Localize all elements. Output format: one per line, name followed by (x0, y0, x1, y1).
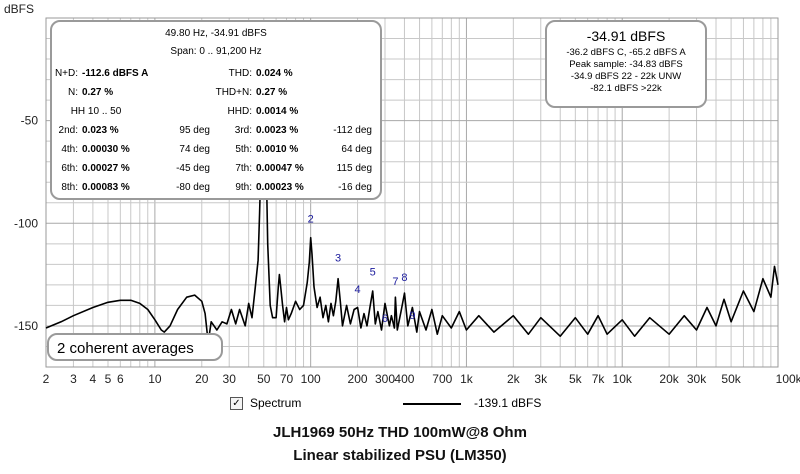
measurement-value: 0.27 % (82, 87, 114, 98)
x-tick-label: 2k (507, 372, 521, 386)
harmonic-label: 8 (401, 272, 407, 284)
harmonic-label: 2 (308, 213, 314, 225)
phase-value: -80 deg (176, 182, 210, 193)
x-tick-label: 6 (117, 372, 124, 386)
phase-value: 74 deg (179, 144, 210, 155)
measurement-label: 8th: (61, 182, 78, 193)
measurement-panel: 49.80 Hz, -34.91 dBFS Span: 0 .. 91,200 … (50, 20, 382, 200)
phase-value: 115 deg (336, 163, 372, 174)
harmonic-markers: 2 3 45 6 7 8 9 (308, 213, 416, 325)
legend-line-swatch (403, 403, 461, 405)
span-readout: Span: 0 .. 91,200 Hz (170, 46, 262, 57)
measurement-label: 7th: (235, 163, 252, 174)
x-axis: 2 3 4 5 6 10 20 30 50 70 100 200 300 400 700 1k 2k 3k 5k 7k… (43, 372, 800, 386)
x-tick-label: 70 (280, 372, 294, 386)
phase-value: 95 deg (179, 125, 210, 136)
caption-subtitle: Linear stabilized PSU (LM350) (293, 447, 507, 464)
harmonic-label: 4 (354, 284, 360, 296)
y-tick-label: -50 (21, 114, 39, 128)
harmonic-label: 6 (382, 313, 388, 325)
x-tick-label: 5k (569, 372, 583, 386)
x-tick-label: 30 (223, 372, 237, 386)
measurement-value: 0.00027 % (82, 163, 130, 174)
measurement-value: 0.00083 % (82, 182, 130, 193)
x-tick-label: 400 (394, 372, 414, 386)
x-tick-label: 30k (687, 372, 707, 386)
measurement-label: 3rd: (234, 125, 252, 136)
measurement-label: N+D: (54, 68, 78, 79)
unweighted-level: -34.9 dBFS 22 - 22k UNW (570, 71, 682, 82)
measurement-label: N: (68, 87, 78, 98)
x-tick-label: 20 (195, 372, 209, 386)
measurement-label: THD: (228, 68, 252, 79)
measurement-value: 0.0023 % (256, 125, 299, 136)
measurement-label: 6th: (61, 163, 78, 174)
x-tick-label: 200 (348, 372, 368, 386)
measurement-value: 0.00023 % (256, 182, 304, 193)
x-tick-label: 2 (43, 372, 50, 386)
x-tick-label: 50 (257, 372, 271, 386)
caption-title: JLH1969 50Hz THD 100mW@8 Ohm (273, 424, 527, 441)
plot-area-frame (45, 17, 779, 368)
weighted-levels: -36.2 dBFS C, -65.2 dBFS A (566, 47, 686, 58)
measurement-label: 9th: (235, 182, 252, 193)
measurement-value: 0.024 % (256, 68, 293, 79)
measurement-value: -112.6 dBFS A (82, 68, 149, 79)
harmonic-label: 9 (409, 310, 415, 322)
measurement-label: 2nd: (58, 125, 78, 136)
measurement-label: THD+N: (215, 87, 252, 98)
spectrum-series-line (45, 88, 779, 344)
harmonic-label: 7 (392, 276, 398, 288)
harmonic-label: 3 (335, 252, 341, 264)
above-22k-level: -82.1 dBFS >22k (590, 83, 662, 94)
x-tick-label: 10k (613, 372, 633, 386)
x-tick-label: 3 (70, 372, 77, 386)
phase-value: -112 deg (333, 125, 372, 136)
x-tick-label: 20k (659, 372, 679, 386)
peak-level-panel: -34.91 dBFS -36.2 dBFS C, -65.2 dBFS A P… (545, 20, 707, 108)
x-tick-label: 1k (460, 372, 474, 386)
x-tick-label: 700 (432, 372, 452, 386)
y-tick-label: -100 (14, 216, 38, 230)
peak-level-value: -34.91 dBFS (586, 28, 666, 44)
measurement-value: 0.00047 % (256, 163, 304, 174)
measurement-value: 0.27 % (256, 87, 288, 98)
measurement-value: 0.023 % (82, 125, 119, 136)
x-tick-label: 3k (534, 372, 548, 386)
y-axis: -50 -100 -150 (14, 114, 38, 333)
measurement-label: HH 10 .. 50 (70, 106, 122, 117)
measurement-value: 0.0014 % (256, 106, 299, 117)
measurement-label: 5th: (235, 144, 252, 155)
measurement-value: 0.00030 % (82, 144, 130, 155)
averages-badge: 2 coherent averages (47, 333, 223, 361)
measurement-value: 0.0010 % (256, 144, 299, 155)
spectrum-checkbox[interactable]: ✓ (230, 397, 243, 410)
phase-value: 64 deg (341, 144, 372, 155)
x-tick-label: 10 (148, 372, 162, 386)
measurement-label: HHD: (227, 106, 252, 117)
x-tick-label: 50k (721, 372, 741, 386)
harmonic-label: 5 (370, 267, 376, 279)
x-tick-label: 7k (592, 372, 606, 386)
legend-reading: -139.1 dBFS (474, 396, 542, 410)
x-tick-label: 300 (375, 372, 395, 386)
y-tick-label: -150 (14, 319, 38, 333)
x-tick-label: 4 (90, 372, 97, 386)
y-axis-label: dBFS (4, 2, 34, 16)
x-tick-label: 100 (301, 372, 321, 386)
phase-value: -16 deg (338, 182, 372, 193)
phase-value: -45 deg (176, 163, 210, 174)
peak-sample: Peak sample: -34.83 dBFS (569, 59, 683, 70)
legend: ✓ Spectrum -139.1 dBFS (228, 394, 578, 414)
x-tick-label: 100kHz (776, 372, 800, 386)
measurement-label: 4th: (61, 144, 78, 155)
x-tick-label: 5 (105, 372, 112, 386)
legend-series-name: Spectrum (250, 396, 302, 410)
fundamental-readout: 49.80 Hz, -34.91 dBFS (165, 28, 267, 39)
